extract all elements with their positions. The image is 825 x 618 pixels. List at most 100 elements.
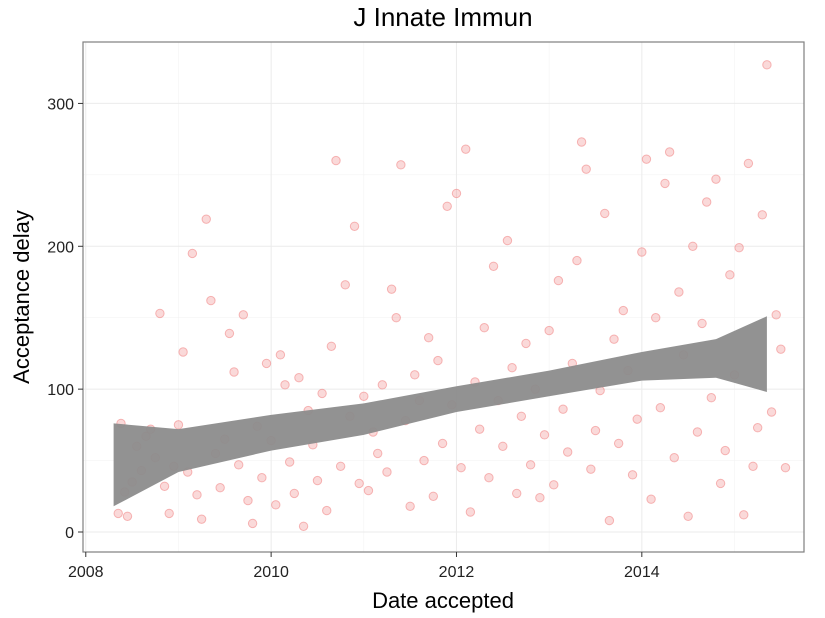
data-point <box>766 407 777 417</box>
x-tick-label: 2010 <box>253 564 289 581</box>
data-point <box>340 280 350 290</box>
data-point <box>312 475 323 486</box>
y-tick-label: 200 <box>47 239 74 256</box>
data-point <box>549 480 559 490</box>
data-point <box>521 338 531 349</box>
data-point <box>405 501 415 511</box>
data-point <box>734 243 744 253</box>
data-point <box>391 313 401 323</box>
data-point <box>433 355 443 366</box>
data-point <box>215 483 225 493</box>
data-point <box>317 388 327 399</box>
data-point <box>544 325 554 336</box>
data-point <box>720 445 730 456</box>
data-point <box>373 448 383 459</box>
data-point <box>752 423 763 433</box>
data-point <box>715 478 726 489</box>
chart-title: J Innate Immun <box>353 2 532 32</box>
data-point <box>331 155 341 166</box>
data-point <box>474 424 485 434</box>
data-point <box>428 491 439 501</box>
data-point <box>257 473 267 483</box>
data-point <box>562 447 573 457</box>
data-point <box>280 380 290 390</box>
data-point <box>586 464 596 474</box>
data-point <box>155 308 165 319</box>
data-point <box>294 373 304 383</box>
trend-confidence-band <box>113 316 767 507</box>
data-point <box>178 347 188 357</box>
data-point <box>512 488 522 499</box>
data-point <box>618 305 628 316</box>
data-point <box>725 270 735 280</box>
data-point <box>600 208 610 219</box>
data-point <box>692 427 703 437</box>
data-point <box>488 261 499 271</box>
data-point <box>516 411 527 421</box>
data-point <box>229 367 239 377</box>
points-layer <box>113 60 791 531</box>
data-point <box>224 328 235 339</box>
data-point <box>386 284 397 294</box>
data-point <box>651 313 661 323</box>
data-point <box>576 137 587 147</box>
data-point <box>382 467 392 477</box>
data-point <box>289 488 299 499</box>
data-point <box>437 438 448 449</box>
y-tick-label: 300 <box>47 96 74 113</box>
data-point <box>396 160 406 170</box>
data-point <box>780 463 791 473</box>
data-point <box>335 461 346 471</box>
plot-border <box>82 41 805 553</box>
data-point <box>697 318 707 329</box>
data-point <box>233 460 244 470</box>
data-point <box>632 414 642 424</box>
data-point <box>173 420 184 430</box>
y-tick-label: 100 <box>47 382 74 399</box>
data-point <box>604 515 615 526</box>
data-point <box>664 147 675 157</box>
data-point <box>711 174 721 184</box>
data-point <box>419 455 429 466</box>
data-point <box>465 507 476 517</box>
data-point <box>363 485 374 496</box>
data-point <box>660 178 670 189</box>
data-point <box>507 363 517 373</box>
data-point <box>354 478 364 489</box>
data-point <box>201 214 211 224</box>
data-point <box>674 287 684 297</box>
data-point <box>762 60 772 70</box>
data-point <box>498 441 508 451</box>
data-point <box>683 511 693 521</box>
data-point <box>581 164 591 174</box>
data-point <box>456 463 466 473</box>
y-tick-label: 0 <box>65 525 74 542</box>
data-point <box>442 201 452 211</box>
data-point <box>410 370 420 380</box>
data-point <box>122 511 133 521</box>
x-tick-label: 2012 <box>439 564 475 581</box>
y-axis-label: Acceptance delay <box>9 210 34 384</box>
data-point <box>206 295 216 306</box>
data-point <box>655 403 666 413</box>
data-point <box>359 391 369 401</box>
data-point <box>326 341 337 351</box>
data-point <box>238 310 249 320</box>
data-point <box>572 255 582 266</box>
data-point <box>525 460 536 470</box>
x-axis: 2008 2010 2012 2014 <box>68 552 660 581</box>
data-point <box>349 221 360 231</box>
data-point <box>243 495 253 506</box>
data-point <box>247 518 258 529</box>
data-point <box>164 508 174 519</box>
data-point <box>192 490 202 500</box>
data-point <box>159 481 170 491</box>
data-point <box>377 380 388 390</box>
data-point <box>609 334 619 344</box>
data-point <box>739 510 749 520</box>
data-point <box>484 473 494 483</box>
data-point <box>451 188 462 199</box>
plot-background <box>83 42 804 552</box>
data-point <box>553 275 564 286</box>
data-point <box>558 404 568 414</box>
